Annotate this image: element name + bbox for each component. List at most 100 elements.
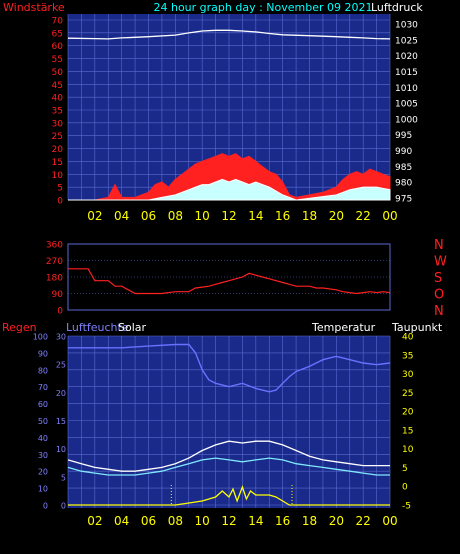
solar-series (68, 485, 390, 506)
direction-plot-area (67, 243, 391, 311)
pressure-series (67, 29, 391, 40)
temperature-series (67, 440, 390, 472)
x-tick-label: 02 (87, 209, 102, 223)
x-tick-label: 22 (356, 209, 371, 223)
compass-label: N (434, 304, 444, 319)
wind-tick-label: 50 (52, 68, 64, 78)
temperature-tick-label: 10 (402, 445, 414, 455)
pressure-right-axis: 1030 1025 1020 1015 1010 1005 1000 995 990 985 980… (395, 21, 418, 205)
direction-tick-label: 180 (46, 274, 63, 284)
x-tick-label: 12 (221, 514, 236, 528)
pressure-tick-label: 975 (395, 195, 412, 205)
pressure-tick-label: 1010 (395, 84, 418, 94)
x-tick-label: 14 (248, 209, 263, 223)
temperature-tick-label: 25 (402, 389, 413, 399)
compass-label: O (434, 288, 444, 303)
humidity-series (68, 343, 391, 393)
temperature-tick-label: 5 (402, 464, 408, 474)
solar-markers (170, 485, 293, 505)
direction-tick-label: 360 (46, 241, 63, 251)
x-tick-label: 04 (114, 209, 129, 223)
wind-tick-label: 65 (52, 29, 63, 39)
wind-x-axis: 02 04 06 08 10 12 14 16 18 20 22 00 (87, 209, 397, 223)
temperature-tick-label: 40 (402, 333, 414, 343)
x-tick-label: 20 (329, 514, 344, 528)
x-tick-label: 08 (168, 514, 183, 528)
direction-tick-label: 0 (57, 307, 63, 317)
x-tick-label: 16 (275, 514, 290, 528)
temperature-tick-label: 30 (402, 370, 414, 380)
wind-series (68, 153, 391, 201)
humidity-inner-tick-label: 25 (56, 361, 66, 370)
rain-tick-label: 100 (33, 333, 48, 342)
temperature-tick-label: 0 (402, 483, 408, 493)
luftdruck-label: Luftdruck (371, 1, 423, 14)
wind-tick-label: 60 (52, 42, 64, 52)
wind-tick-label: 55 (52, 55, 63, 65)
x-tick-label: 18 (302, 209, 317, 223)
temperature-tick-label: 35 (402, 351, 413, 361)
temperature-right-axis: 40 35 30 25 20 15 10 5 0 -5 (402, 333, 414, 512)
x-tick-label: 18 (302, 514, 317, 528)
taupunkt-label: Taupunkt (391, 321, 443, 334)
wind-tick-label: 5 (57, 184, 63, 194)
x-tick-label: 02 (87, 514, 102, 528)
direction-tick-label: 270 (46, 257, 63, 267)
rain-tick-label: 10 (38, 485, 48, 494)
wind-tick-label: 25 (52, 132, 63, 142)
pressure-tick-label: 1020 (395, 52, 418, 62)
rain-tick-label: 20 (38, 468, 48, 477)
rain-tick-label: 0 (43, 502, 48, 511)
x-tick-label: 06 (141, 514, 156, 528)
rain-tick-label: 60 (38, 400, 48, 409)
pressure-tick-label: 1030 (395, 21, 418, 31)
pressure-tick-label: 980 (395, 179, 412, 189)
temperature-tick-label: 20 (402, 408, 414, 418)
x-tick-label: 08 (168, 209, 183, 223)
wind-tick-label: 15 (52, 158, 63, 168)
humidity-inner-tick-label: 30 (56, 333, 66, 342)
wind-tick-label: 70 (52, 17, 64, 27)
temperature-tick-label: -5 (402, 502, 411, 512)
direction-tick-label: 90 (52, 290, 64, 300)
x-tick-label: 00 (382, 514, 397, 528)
temperature-tick-label: 15 (402, 426, 413, 436)
rain-tick-label: 50 (38, 417, 48, 426)
rain-tick-label: 30 (38, 451, 48, 460)
wind-tick-label: 45 (52, 81, 63, 91)
wind-tick-label: 35 (52, 107, 63, 117)
rain-tick-label: 40 (38, 434, 48, 443)
gust-series (68, 178, 391, 201)
wind-tick-label: 0 (57, 197, 63, 207)
pressure-tick-label: 1015 (395, 68, 418, 78)
rain-tick-label: 80 (38, 366, 48, 375)
x-tick-label: 00 (382, 209, 397, 223)
humidity-inner-tick-label: 20 (56, 389, 66, 398)
x-tick-label: 22 (356, 514, 371, 528)
rain-tick-label: 70 (38, 383, 48, 392)
dewpoint-series (67, 457, 390, 476)
x-tick-label: 04 (114, 514, 129, 528)
x-tick-label: 10 (195, 209, 210, 223)
pressure-tick-label: 1025 (395, 36, 418, 46)
direction-left-axis: 360 270 180 90 0 (46, 241, 63, 317)
humidity-inner-tick-label: 0 (61, 502, 66, 511)
humidity-inner-tick-label: 15 (56, 417, 66, 426)
chart-title: 24 hour graph day : November 09 2021 (153, 1, 372, 14)
pressure-tick-label: 985 (395, 163, 412, 173)
wind-tick-label: 30 (52, 119, 64, 129)
regen-label: Regen (2, 321, 37, 334)
x-tick-label: 20 (329, 209, 344, 223)
compass-label: W (434, 255, 447, 270)
pressure-tick-label: 995 (395, 131, 412, 141)
wind-tick-label: 20 (52, 145, 64, 155)
pressure-tick-label: 990 (395, 147, 412, 157)
temperatur-label: Temperatur (311, 321, 376, 334)
pressure-tick-label: 1000 (395, 115, 418, 125)
direction-series (68, 268, 391, 295)
humidity-inner-tick-label: 5 (61, 473, 66, 482)
